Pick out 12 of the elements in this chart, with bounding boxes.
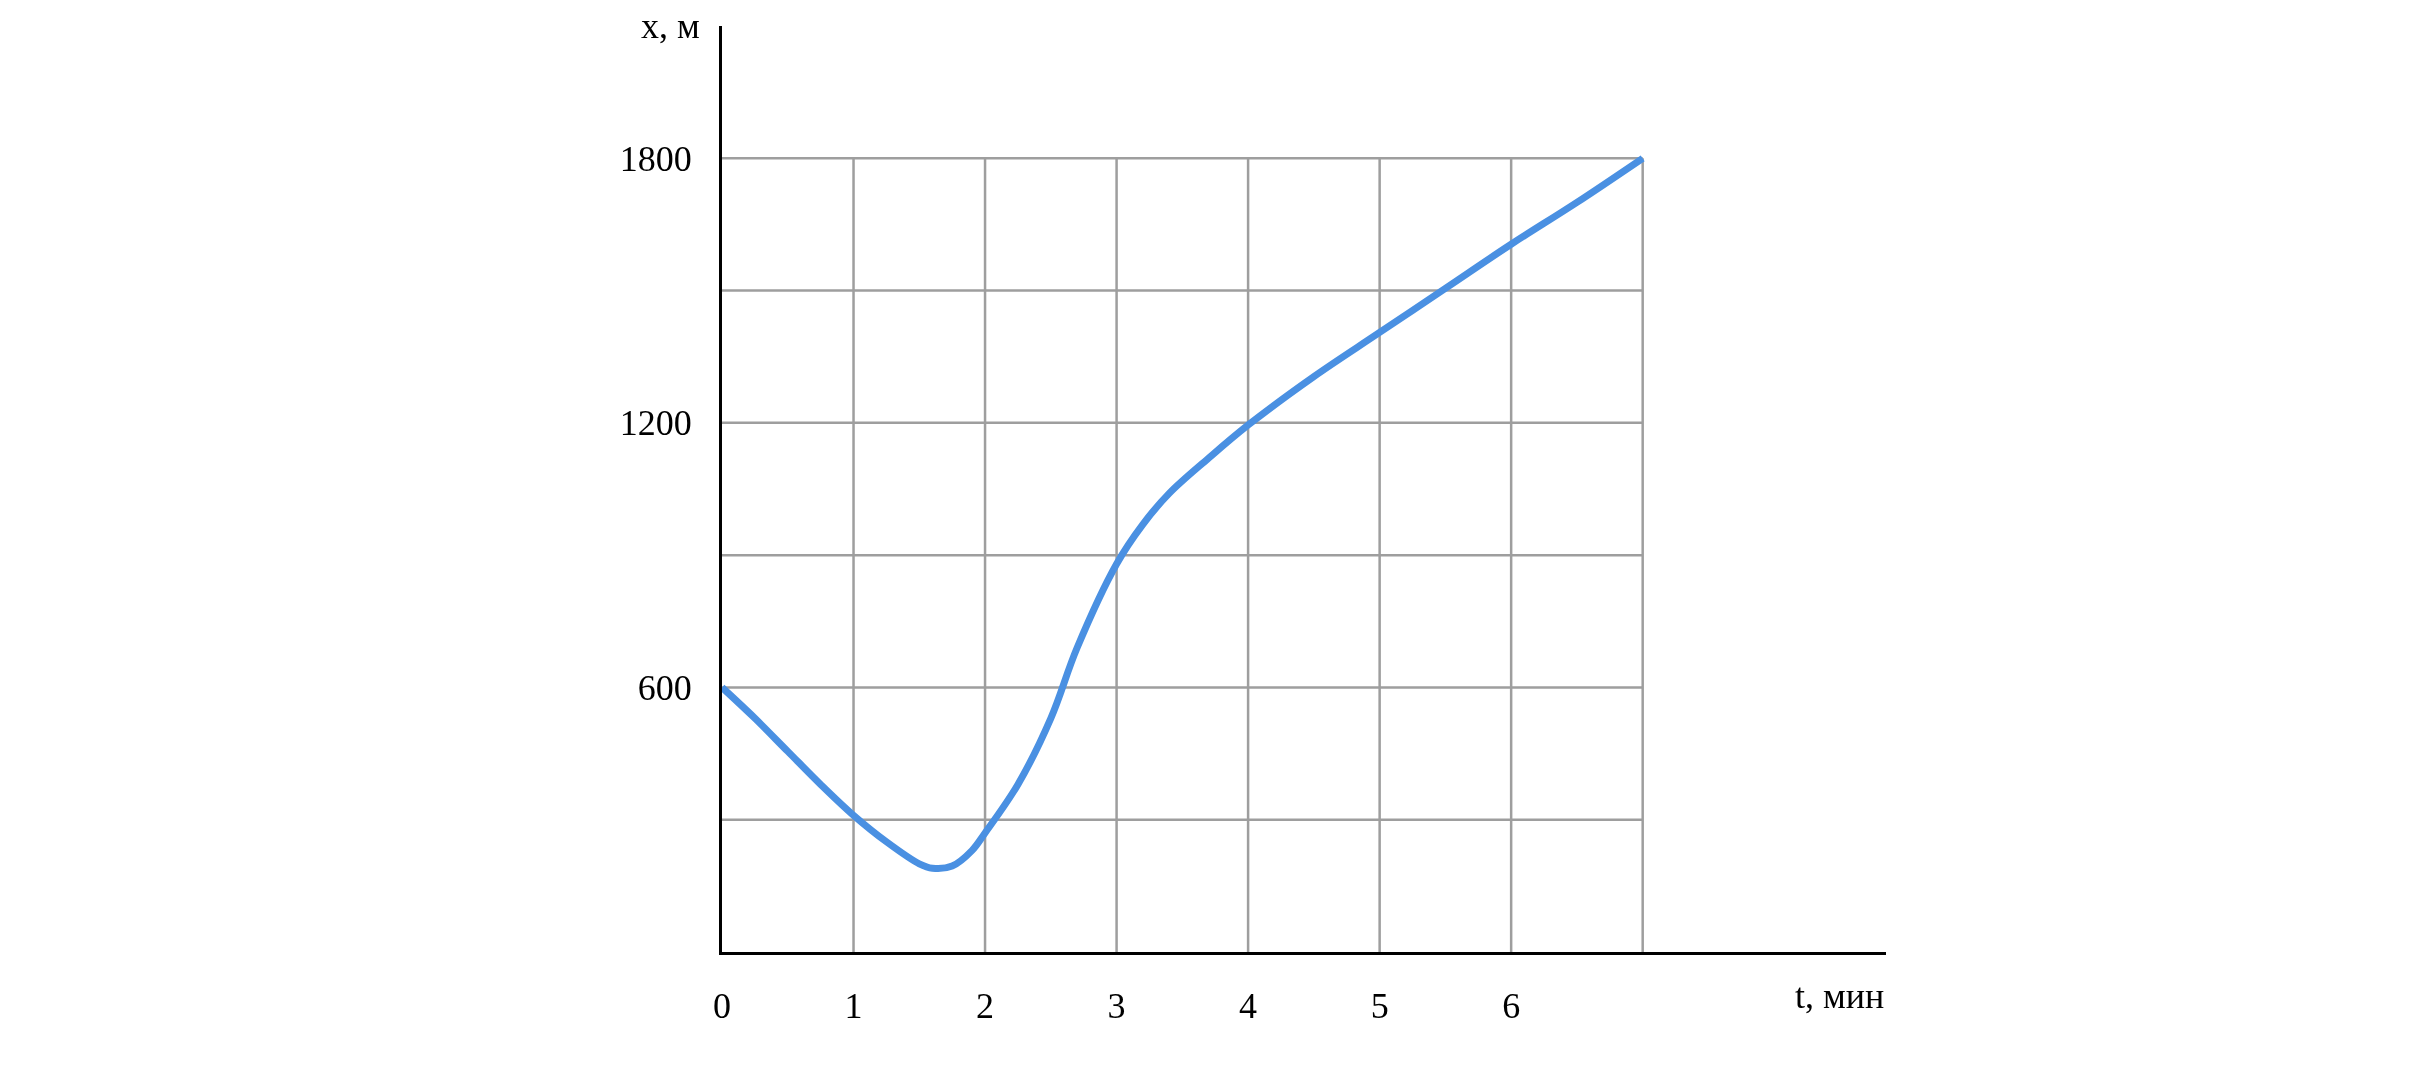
y-tick-label: 1800 — [619, 138, 692, 179]
y-tick-label: 1200 — [619, 403, 692, 444]
x-axis-title: t, мин — [1795, 976, 1885, 1016]
x-tick-label: 2 — [976, 986, 995, 1027]
y-axis-title: x, м — [641, 6, 700, 46]
x-tick-label: 5 — [1370, 986, 1389, 1027]
x-tick-label: 3 — [1107, 986, 1126, 1027]
x-tick-label: 6 — [1502, 986, 1521, 1027]
x-tick-label: 1 — [844, 986, 863, 1027]
x-tick-label: 0 — [713, 986, 731, 1027]
y-tick-label: 600 — [637, 668, 692, 709]
x-tick-label: 4 — [1239, 986, 1258, 1027]
